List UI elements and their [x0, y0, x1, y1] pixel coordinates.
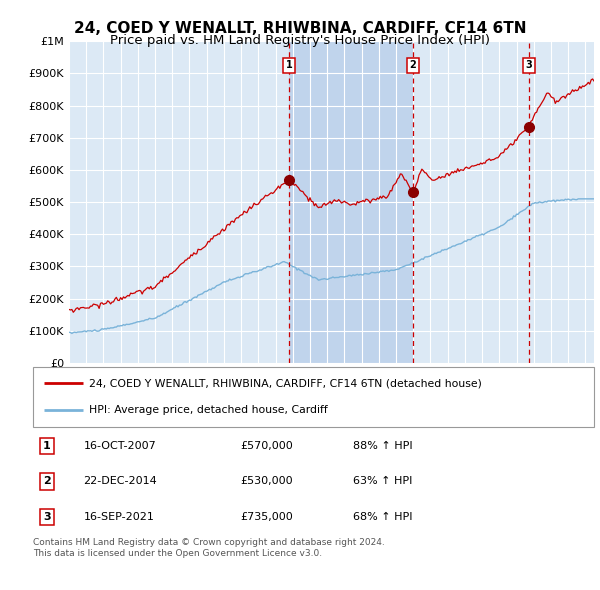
Text: 88% ↑ HPI: 88% ↑ HPI	[353, 441, 412, 451]
Text: This data is licensed under the Open Government Licence v3.0.: This data is licensed under the Open Gov…	[33, 549, 322, 558]
Text: 2: 2	[43, 477, 51, 486]
Text: Price paid vs. HM Land Registry's House Price Index (HPI): Price paid vs. HM Land Registry's House …	[110, 34, 490, 47]
FancyBboxPatch shape	[33, 367, 594, 427]
Text: 1: 1	[43, 441, 51, 451]
Text: HPI: Average price, detached house, Cardiff: HPI: Average price, detached house, Card…	[89, 405, 328, 415]
Text: 22-DEC-2014: 22-DEC-2014	[83, 477, 157, 486]
Text: 16-OCT-2007: 16-OCT-2007	[83, 441, 156, 451]
Text: 3: 3	[526, 60, 532, 70]
Text: 24, COED Y WENALLT, RHIWBINA, CARDIFF, CF14 6TN: 24, COED Y WENALLT, RHIWBINA, CARDIFF, C…	[74, 21, 526, 35]
Text: 16-SEP-2021: 16-SEP-2021	[83, 512, 154, 522]
Text: 68% ↑ HPI: 68% ↑ HPI	[353, 512, 412, 522]
Text: £735,000: £735,000	[241, 512, 293, 522]
Text: Contains HM Land Registry data © Crown copyright and database right 2024.: Contains HM Land Registry data © Crown c…	[33, 538, 385, 547]
Text: 1: 1	[286, 60, 293, 70]
Bar	[289, 41, 413, 363]
Text: 63% ↑ HPI: 63% ↑ HPI	[353, 477, 412, 486]
Text: 24, COED Y WENALLT, RHIWBINA, CARDIFF, CF14 6TN (detached house): 24, COED Y WENALLT, RHIWBINA, CARDIFF, C…	[89, 378, 482, 388]
Text: £530,000: £530,000	[241, 477, 293, 486]
Text: £570,000: £570,000	[241, 441, 293, 451]
Text: 3: 3	[43, 512, 51, 522]
Text: 2: 2	[410, 60, 416, 70]
